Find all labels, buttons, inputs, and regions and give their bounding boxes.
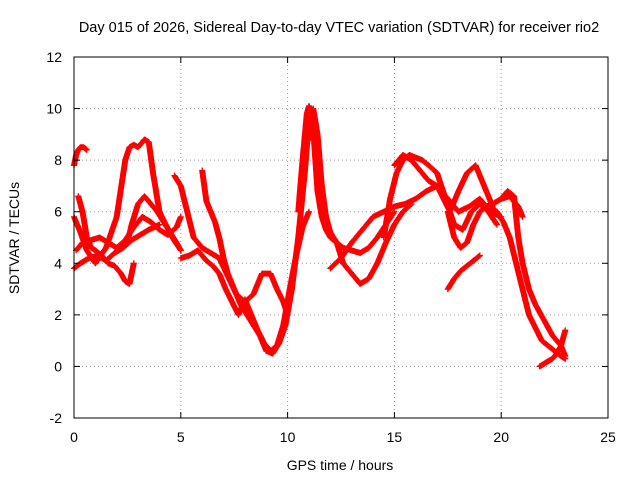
- series-markers: [306, 131, 415, 287]
- y-tick-label: 4: [54, 255, 62, 271]
- series-trace-17: [487, 203, 569, 362]
- series-trace-19: [536, 342, 569, 370]
- series-markers: [487, 203, 569, 362]
- y-tick-label: 10: [46, 101, 62, 117]
- y-tick-label: 0: [54, 358, 62, 374]
- series-trace-16: [444, 252, 483, 293]
- x-tick-label: 20: [493, 429, 509, 445]
- x-tick-label: 0: [70, 429, 78, 445]
- y-tick-label: 6: [54, 204, 62, 220]
- x-tick-label: 10: [280, 429, 296, 445]
- y-tick-label: 8: [54, 152, 62, 168]
- chart-title: Day 015 of 2026, Sidereal Day-to-day VTE…: [79, 20, 599, 36]
- series-markers: [391, 152, 496, 215]
- plot-frame: [73, 56, 609, 419]
- y-tick-label: 2: [54, 307, 62, 323]
- axis-ticks: [73, 56, 609, 419]
- series-markers: [73, 213, 184, 254]
- y-tick-label: -2: [50, 410, 63, 426]
- x-tick-label: 15: [387, 429, 403, 445]
- series-trace-18: [498, 188, 569, 349]
- series-markers: [498, 188, 569, 349]
- x-tick-label: 25: [600, 429, 616, 445]
- y-tick-label: 12: [46, 49, 62, 65]
- series-markers: [444, 252, 483, 293]
- y-axis-label: SDTVAR / TECUs: [6, 182, 22, 294]
- x-tick-label: 5: [177, 429, 185, 445]
- tick-labels: 0 5 10 15 20 25 -2 0 2 4 6 8 10 12: [46, 49, 616, 445]
- series-trace-11: [306, 131, 415, 287]
- data-series: [71, 103, 569, 370]
- series-trace-14: [391, 152, 496, 215]
- series-trace-5: [73, 213, 184, 254]
- series-markers: [536, 342, 569, 370]
- x-axis-label: GPS time / hours: [287, 457, 394, 473]
